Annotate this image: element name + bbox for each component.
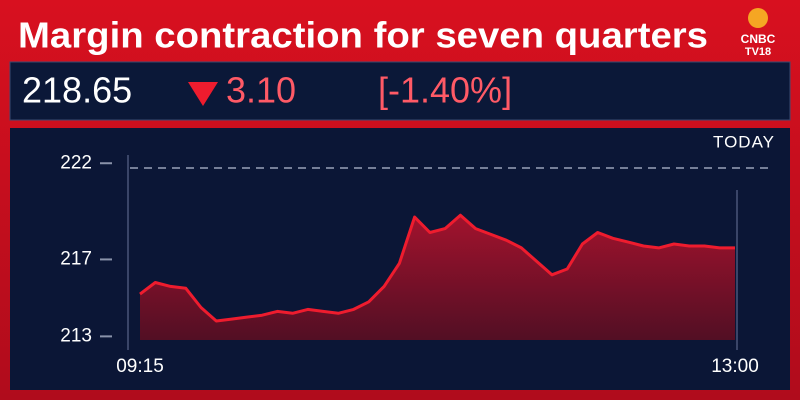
price-change: 3.10 [226,70,296,111]
down-arrow [188,82,218,106]
y-tick-label: 213 [60,325,92,346]
last-price: 218.65 [22,70,132,111]
logo-mark [748,8,768,28]
logo-text: CNBC [741,32,776,46]
price-line [139,213,735,323]
y-tick-label: 222 [60,152,92,173]
logo: CNBC TV18 [741,8,776,58]
y-tick-label: 217 [60,248,92,269]
headline: Margin contraction for seven quarters [18,15,708,56]
area-fill [140,215,735,340]
x-tick-label: 13:00 [711,356,759,377]
quote-bar [9,61,791,121]
period-label: TODAY [713,132,775,151]
x-tick-label: 09:15 [116,356,164,377]
percent-change: [-1.40%] [378,70,512,111]
logo-text: TV18 [745,46,771,58]
